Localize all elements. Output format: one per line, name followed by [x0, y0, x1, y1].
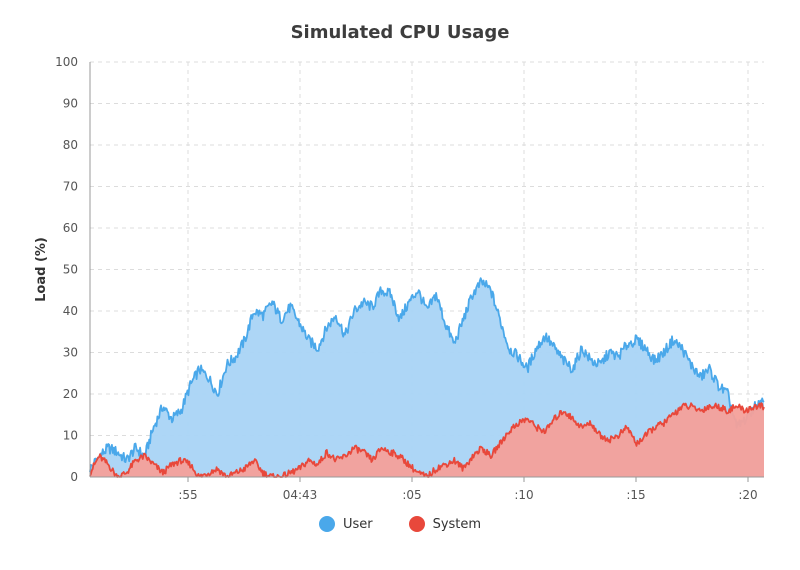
- y-tick-label: 50: [63, 263, 78, 277]
- y-tick-label: 90: [63, 97, 78, 111]
- chart-svg: 0 10 20 30 40 50 60 70 80 90 100 :55 04:43 :05 :10 :15…: [34, 55, 765, 502]
- legend-item-system[interactable]: System: [408, 516, 482, 532]
- area-fill-user: [90, 278, 764, 477]
- x-tick-label: :10: [514, 488, 533, 502]
- y-axis-title: Load (%): [34, 237, 49, 302]
- y-tick-label: 60: [63, 221, 78, 235]
- series-line-user: [89, 277, 765, 473]
- legend-marker-user: [318, 516, 335, 532]
- y-tick-label: 70: [63, 180, 78, 194]
- y-tick-label: 100: [55, 55, 78, 69]
- area-fill-system: [90, 403, 764, 477]
- chart-title: Simulated CPU Usage: [290, 22, 510, 43]
- legend-label-system: System: [432, 516, 482, 532]
- x-axis: :55 04:43 :05 :10 :15 :20: [178, 477, 758, 502]
- x-tick-label: :20: [738, 488, 757, 502]
- x-tick-label: :55: [178, 488, 197, 502]
- series-line-system: [89, 402, 765, 478]
- y-tick-label: 10: [63, 429, 78, 443]
- x-tick-label: :15: [626, 488, 645, 502]
- y-tick-label: 0: [70, 470, 78, 484]
- legend: User System: [0, 516, 800, 532]
- x-tick-label: 04:43: [283, 488, 318, 502]
- y-tick-label: 20: [63, 387, 78, 401]
- y-tick-label: 40: [63, 304, 78, 318]
- legend-label-user: User: [342, 516, 373, 532]
- y-tick-label: 80: [63, 138, 78, 152]
- plot-area: [89, 277, 765, 478]
- legend-marker-system: [408, 516, 425, 532]
- y-tick-label: 30: [63, 346, 78, 360]
- y-axis: 0 10 20 30 40 50 60 70 80 90 100: [55, 55, 78, 484]
- x-tick-label: :05: [402, 488, 421, 502]
- legend-item-user[interactable]: User: [318, 516, 373, 532]
